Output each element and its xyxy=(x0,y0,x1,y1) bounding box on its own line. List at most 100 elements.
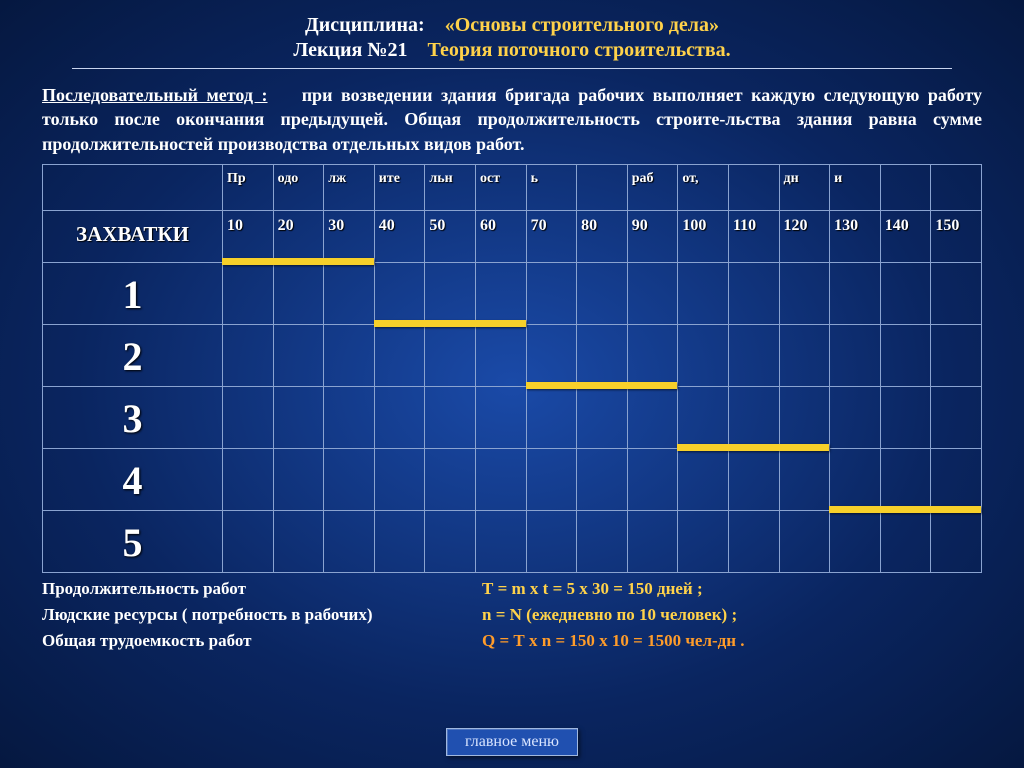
table-cell xyxy=(577,386,628,448)
table-cell xyxy=(425,448,476,510)
table-cell xyxy=(931,448,982,510)
table-header-fragment xyxy=(728,164,779,210)
table-cell xyxy=(830,510,881,572)
discipline-label: Дисциплина: xyxy=(305,14,425,36)
table-cell xyxy=(627,262,678,324)
table-cell xyxy=(779,386,830,448)
table-cell xyxy=(577,324,628,386)
table-header-fragment: лж xyxy=(324,164,375,210)
table-cell xyxy=(526,324,577,386)
table-cell xyxy=(880,510,931,572)
method-name: Последовательный метод : xyxy=(42,85,268,105)
formula-duration: Продолжительность работ Т = m x t = 5 x … xyxy=(42,579,982,599)
gantt-table-wrap: Продолжительностьработ,дниЗАХВАТКИ102030… xyxy=(42,164,982,573)
table-row-label: 3 xyxy=(43,386,223,448)
table-cell xyxy=(728,448,779,510)
table-cell xyxy=(728,324,779,386)
table-cell xyxy=(374,386,425,448)
table-cell xyxy=(273,386,324,448)
table-cell xyxy=(830,386,881,448)
lecture-line: Лекция №21 Теория поточного строительств… xyxy=(0,39,1024,62)
table-cell xyxy=(425,262,476,324)
table-cell xyxy=(425,386,476,448)
table-cell xyxy=(223,448,274,510)
table-row-label: 1 xyxy=(43,262,223,324)
table-header-fragment xyxy=(880,164,931,210)
table-cell xyxy=(526,262,577,324)
table-cell xyxy=(880,262,931,324)
table-day-header: 80 xyxy=(577,210,628,262)
table-cell xyxy=(273,324,324,386)
table-cell xyxy=(475,448,526,510)
table-cell xyxy=(728,262,779,324)
table-cell xyxy=(931,386,982,448)
table-day-header: 110 xyxy=(728,210,779,262)
formula-value: Т = m x t = 5 x 30 = 150 дней ; xyxy=(482,579,703,599)
table-header-fragment: дн xyxy=(779,164,830,210)
table-day-header: 120 xyxy=(779,210,830,262)
table-header-fragment xyxy=(931,164,982,210)
gantt-table: Продолжительностьработ,дниЗАХВАТКИ102030… xyxy=(42,164,982,573)
table-day-header: 140 xyxy=(880,210,931,262)
table-day-header: 150 xyxy=(931,210,982,262)
table-cell xyxy=(223,324,274,386)
table-row-label: 2 xyxy=(43,324,223,386)
table-cell xyxy=(678,324,729,386)
method-description: Последовательный метод : при возведении … xyxy=(42,83,982,156)
table-cell xyxy=(577,510,628,572)
table-day-header: 20 xyxy=(273,210,324,262)
table-header-fragment: Пр xyxy=(223,164,274,210)
table-header-fragment: ост xyxy=(475,164,526,210)
table-header-fragment: одо xyxy=(273,164,324,210)
table-header-fragment: и xyxy=(830,164,881,210)
table-cell xyxy=(728,386,779,448)
table-cell xyxy=(475,510,526,572)
main-menu-button[interactable]: главное меню xyxy=(446,728,578,756)
table-header-fragment: ите xyxy=(374,164,425,210)
table-cell xyxy=(880,448,931,510)
header-divider xyxy=(72,68,952,69)
table-cell xyxy=(324,262,375,324)
table-cell xyxy=(678,510,729,572)
table-cell xyxy=(678,262,729,324)
discipline-value: «Основы строительного дела» xyxy=(445,14,719,36)
table-cell xyxy=(931,510,982,572)
table-day-header: 30 xyxy=(324,210,375,262)
table-cell xyxy=(678,386,729,448)
table-day-header: 10 xyxy=(223,210,274,262)
table-cell xyxy=(931,262,982,324)
row-label-header: ЗАХВАТКИ xyxy=(43,210,223,262)
table-header-fragment: от, xyxy=(678,164,729,210)
table-cell xyxy=(779,324,830,386)
table-cell xyxy=(425,510,476,572)
table-header-fragment: льн xyxy=(425,164,476,210)
formula-value: Q = Т x n = 150 x 10 = 1500 чел-дн . xyxy=(482,631,745,651)
table-cell xyxy=(728,510,779,572)
table-cell xyxy=(374,324,425,386)
table-cell xyxy=(425,324,476,386)
table-cell xyxy=(273,448,324,510)
table-cell xyxy=(830,448,881,510)
table-cell xyxy=(223,510,274,572)
table-cell xyxy=(627,510,678,572)
table-row-label: 4 xyxy=(43,448,223,510)
table-cell xyxy=(374,262,425,324)
formula-labor: Общая трудоемкость работ Q = Т x n = 150… xyxy=(42,631,982,651)
table-cell xyxy=(273,510,324,572)
table-day-header: 50 xyxy=(425,210,476,262)
slide-header: Дисциплина: «Основы строительного дела» … xyxy=(0,0,1024,69)
table-cell xyxy=(475,262,526,324)
table-cell xyxy=(475,324,526,386)
table-cell xyxy=(374,510,425,572)
table-cell xyxy=(475,386,526,448)
table-header-fragment xyxy=(577,164,628,210)
table-cell xyxy=(273,262,324,324)
table-day-header: 100 xyxy=(678,210,729,262)
table-cell xyxy=(324,324,375,386)
table-cell xyxy=(931,324,982,386)
table-cell xyxy=(880,386,931,448)
table-row-label: 5 xyxy=(43,510,223,572)
table-cell xyxy=(577,448,628,510)
table-cell xyxy=(627,448,678,510)
table-cell xyxy=(627,386,678,448)
